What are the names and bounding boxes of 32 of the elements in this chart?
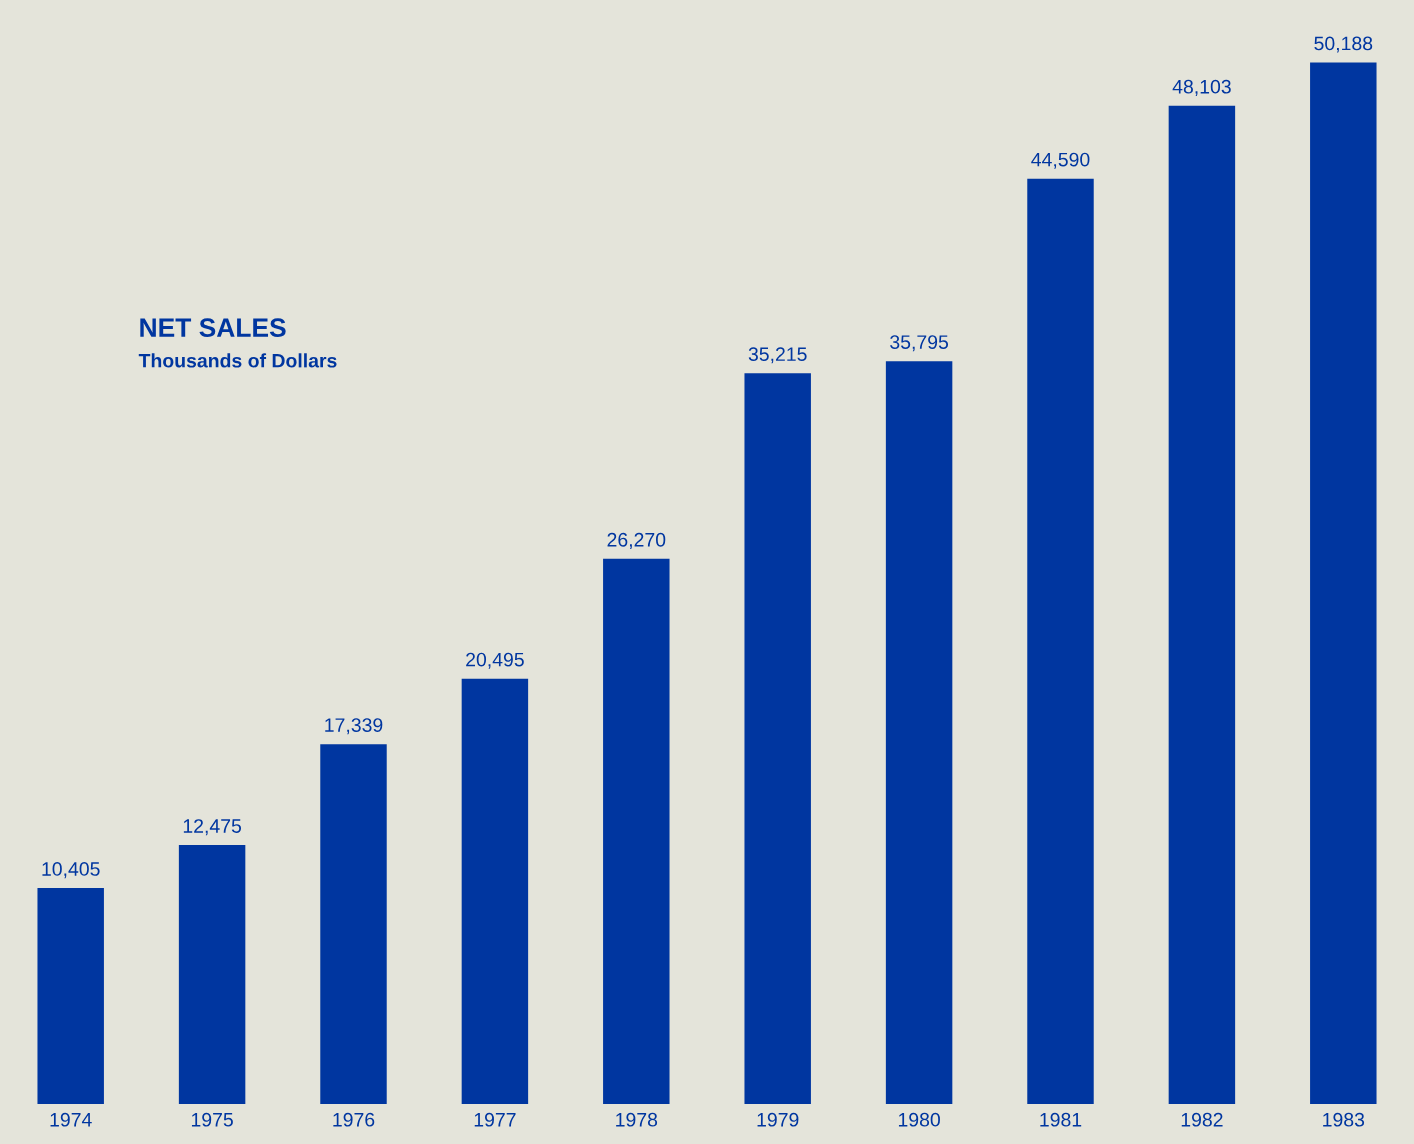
bar	[1310, 62, 1377, 1104]
bar	[603, 558, 670, 1104]
bar	[178, 845, 246, 1104]
bar	[1168, 105, 1236, 1104]
x-tick-label: 1983	[1323, 1112, 1365, 1127]
data-label: 44,590	[1031, 152, 1090, 169]
text: Thousands of Dollars	[138, 353, 337, 368]
bar	[37, 888, 104, 1104]
x-tick-label: 1974	[50, 1112, 92, 1127]
data-label: 35,215	[748, 347, 807, 364]
data-label: 50,188	[1314, 36, 1373, 53]
data-label: 48,103	[1172, 79, 1231, 96]
bar	[885, 361, 953, 1104]
x-tick-label: 1979	[757, 1112, 799, 1127]
data-label: 12,475	[183, 819, 242, 836]
bar	[461, 678, 529, 1104]
x-tick-label: 1980	[898, 1112, 940, 1127]
x-tick-label: 1977	[474, 1112, 516, 1127]
text: NET SALES	[140, 318, 286, 338]
data-label: 26,270	[607, 532, 666, 549]
bar	[320, 744, 387, 1104]
x-tick-label: 1982	[1181, 1112, 1223, 1127]
x-tick-label: 1978	[616, 1112, 658, 1127]
data-label: 17,339	[325, 718, 383, 735]
bar	[744, 373, 811, 1104]
x-tick-label: 1981	[1040, 1112, 1082, 1127]
x-tick-label: 1976	[333, 1112, 375, 1127]
data-label: 10,405	[42, 862, 100, 879]
data-label: 35,795	[890, 335, 949, 352]
x-tick-label: 1975	[191, 1112, 233, 1127]
data-label: 20,495	[466, 652, 524, 669]
bar	[1027, 178, 1094, 1104]
